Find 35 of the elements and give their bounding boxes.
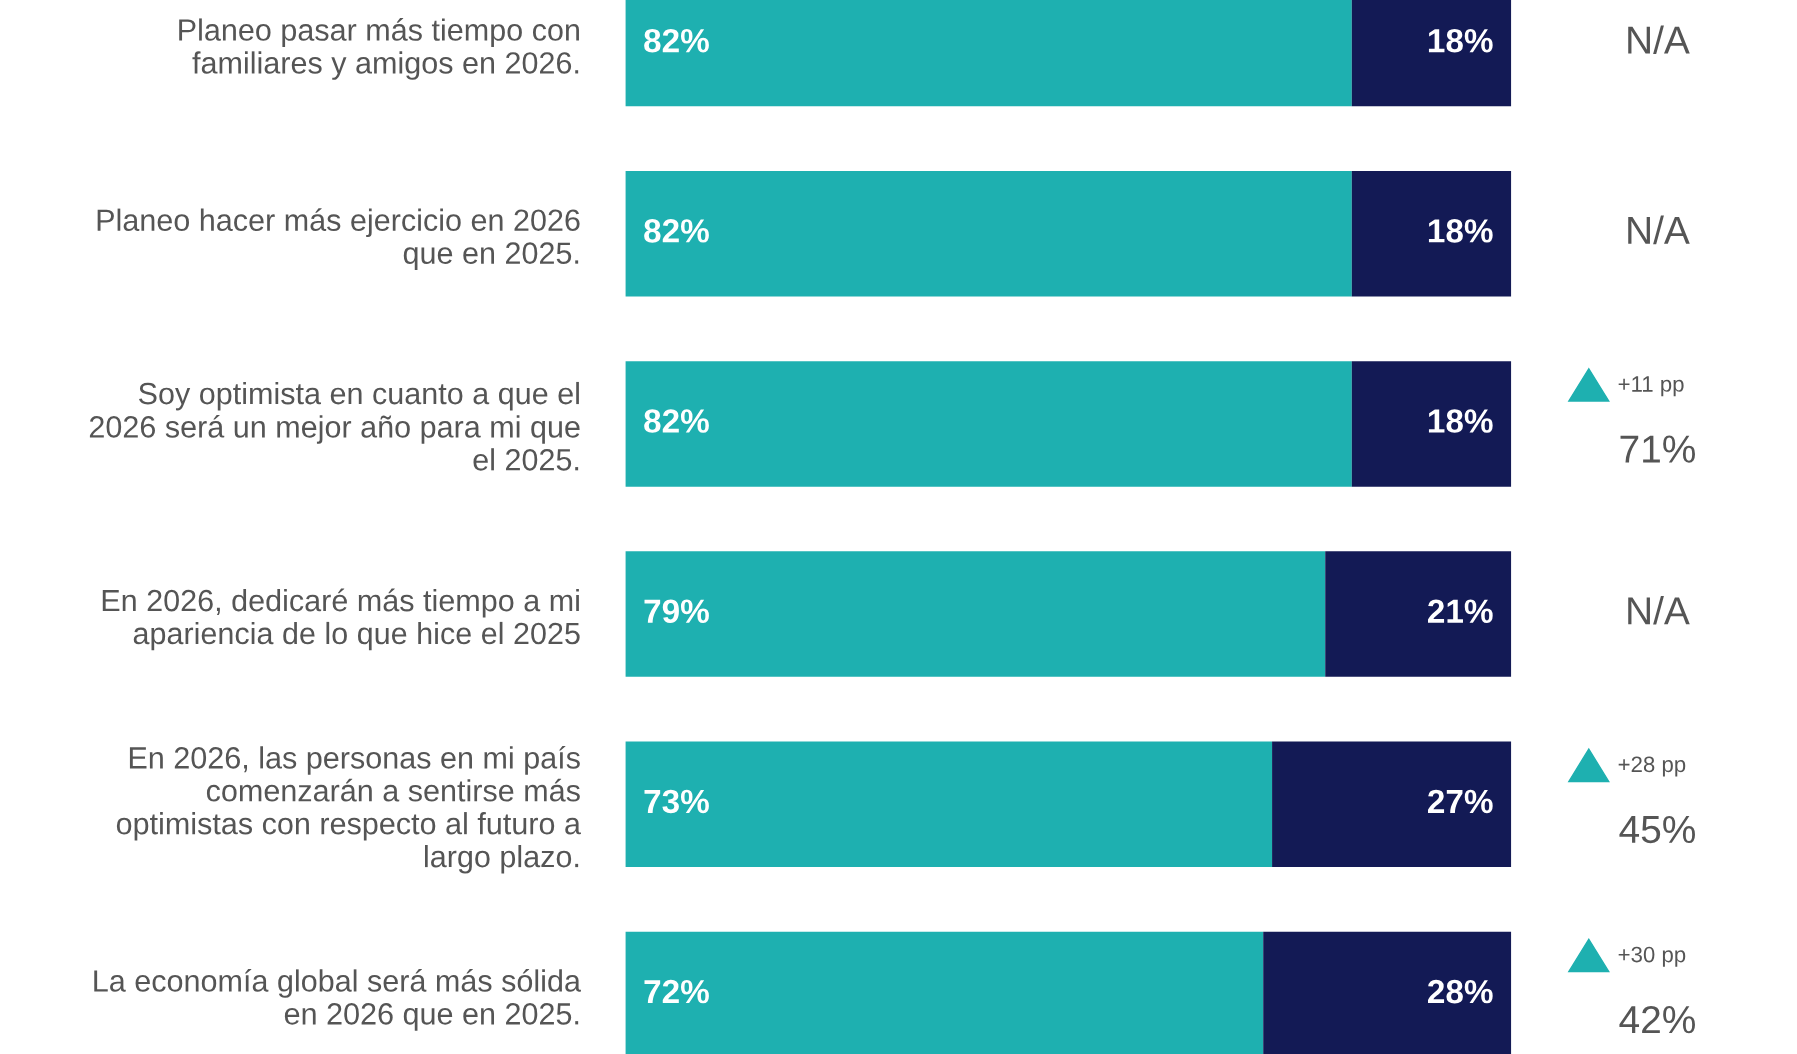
bar xyxy=(625,170,1352,297)
data-label: 82% xyxy=(644,409,709,433)
text: N/A xyxy=(1628,25,1690,54)
bar xyxy=(625,741,1273,868)
data-label: 18% xyxy=(1428,409,1493,433)
text: 42% xyxy=(1619,1005,1695,1034)
data-label: 73% xyxy=(644,789,709,814)
bar xyxy=(1272,741,1512,868)
data-label: 18% xyxy=(1428,219,1493,243)
text: +30 pp xyxy=(1618,946,1686,967)
text: +11 pp xyxy=(1618,376,1684,397)
data-label: 27% xyxy=(1428,789,1493,814)
text: +28 pp xyxy=(1618,756,1686,777)
text: 71% xyxy=(1620,435,1695,463)
data-label: 79% xyxy=(644,599,709,624)
data-label: 82% xyxy=(644,28,709,53)
bar xyxy=(1351,361,1512,487)
text: N/A xyxy=(1628,595,1690,625)
bar xyxy=(1351,170,1512,297)
data-label: 82% xyxy=(644,219,709,243)
data-label: 18% xyxy=(1428,28,1493,53)
y-tick-label: La economía global será más sólida en 2026 que en 2025. xyxy=(94,968,581,1031)
text: N/A xyxy=(1628,215,1690,245)
bar xyxy=(625,551,1326,677)
y-tick-label: Soy optimista en cuanto a que el 2026 será un mejor año para mi que el 2025. xyxy=(89,381,580,471)
data-label: 21% xyxy=(1428,599,1493,623)
bar xyxy=(1325,551,1512,677)
data-label: 72% xyxy=(644,979,709,1004)
y-tick-label: En 2026, las personas en mi país comenzarán a sentirse más optimistas con respecto al futuro a largo plazo. xyxy=(116,745,581,874)
text: 45% xyxy=(1619,815,1695,844)
y-tick-label: En 2026, dedicaré más tiempo a mi apariencia de lo que hice el 2025 xyxy=(102,588,580,651)
y-tick-label: Planeo pasar más tiempo con familiares y amigos en 2026. xyxy=(179,18,579,80)
data-label: 28% xyxy=(1428,979,1493,1004)
y-tick-label: Planeo hacer más ejercicio en 2026 que en 2025. xyxy=(97,208,580,270)
bar xyxy=(625,361,1352,487)
